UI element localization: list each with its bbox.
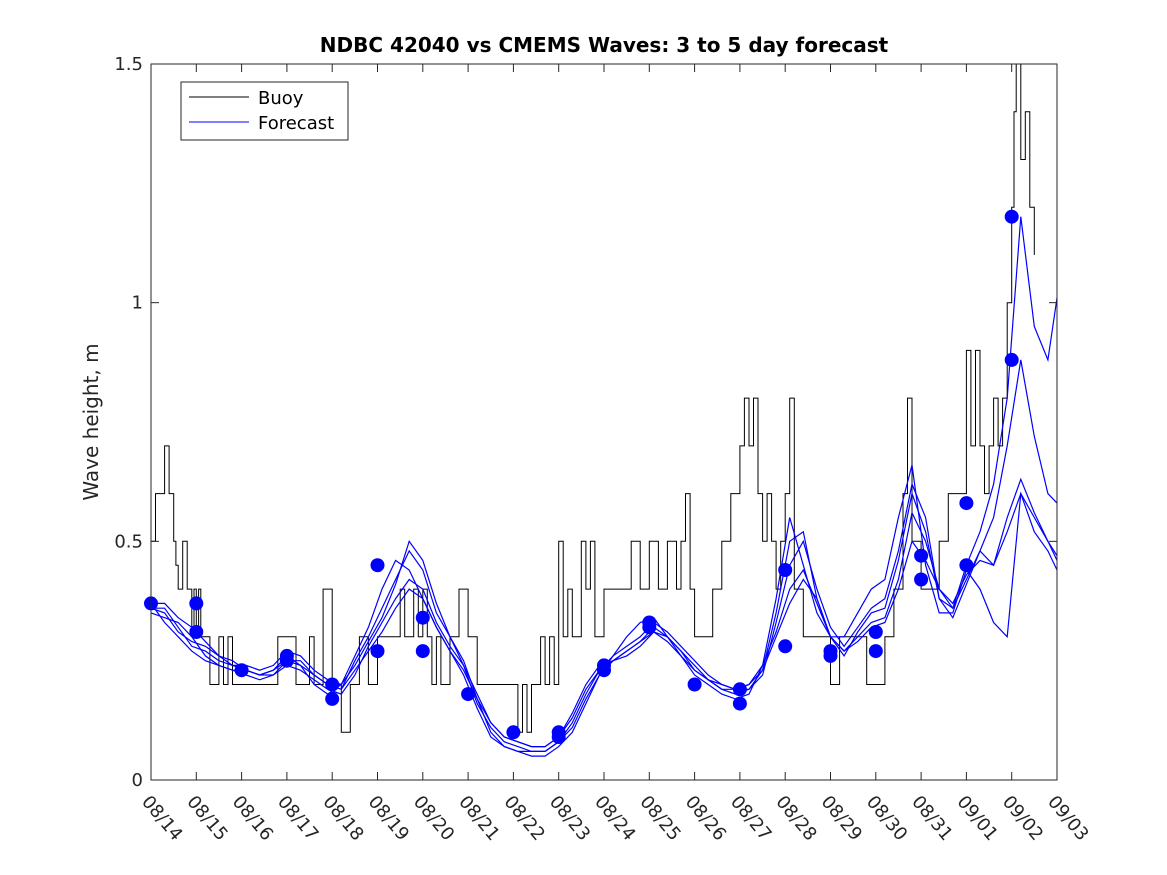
forecast-marker	[189, 596, 204, 611]
y-tick-label: 1	[132, 293, 143, 314]
forecast-marker	[1004, 209, 1019, 224]
forecast-markers-layer	[144, 209, 1019, 744]
forecast-marker	[868, 625, 883, 639]
forecast-marker	[778, 563, 793, 577]
legend-box	[180, 81, 349, 141]
y-tick-label: 0.5	[114, 531, 143, 552]
forecast-marker	[959, 558, 974, 573]
buoy-line	[151, 63, 1035, 733]
forecast-marker	[959, 496, 974, 511]
y-tick-label: 1.5	[114, 54, 143, 75]
forecast-marker	[914, 548, 929, 563]
legend-buoy-label: Buoy	[258, 88, 304, 109]
forecast-marker	[823, 648, 838, 663]
forecast-marker	[234, 663, 249, 678]
buoy-series-layer	[151, 63, 1035, 733]
forecast-marker	[415, 610, 430, 625]
y-axis-label: Wave height, m	[79, 343, 103, 500]
forecast-marker	[415, 644, 430, 659]
forecast-marker	[868, 644, 883, 659]
legend: Buoy Forecast	[180, 81, 349, 141]
forecast-marker	[914, 572, 929, 587]
forecast-marker	[506, 725, 521, 740]
forecast-marker	[1004, 352, 1019, 367]
forecast-marker	[732, 682, 747, 697]
forecast-marker	[642, 620, 657, 635]
forecast-marker	[732, 696, 747, 711]
forecast-marker	[325, 691, 340, 706]
forecast-marker	[461, 687, 476, 702]
chart-title: NDBC 42040 vs CMEMS Waves: 3 to 5 day fo…	[320, 33, 889, 57]
plot-area	[144, 63, 1058, 781]
legend-forecast-label: Forecast	[258, 113, 334, 134]
forecast-marker	[370, 558, 385, 573]
forecast-marker	[189, 625, 204, 639]
y-axis: 0 0.5 1 1.5	[114, 54, 1057, 791]
forecast-marker	[279, 653, 294, 668]
y-tick-label: 0	[132, 770, 143, 791]
forecast-marker	[778, 639, 793, 654]
forecast-marker	[370, 644, 385, 659]
forecast-marker	[551, 730, 566, 744]
forecast-marker	[597, 663, 611, 678]
forecast-marker	[325, 677, 340, 692]
forecast-marker	[687, 677, 702, 692]
